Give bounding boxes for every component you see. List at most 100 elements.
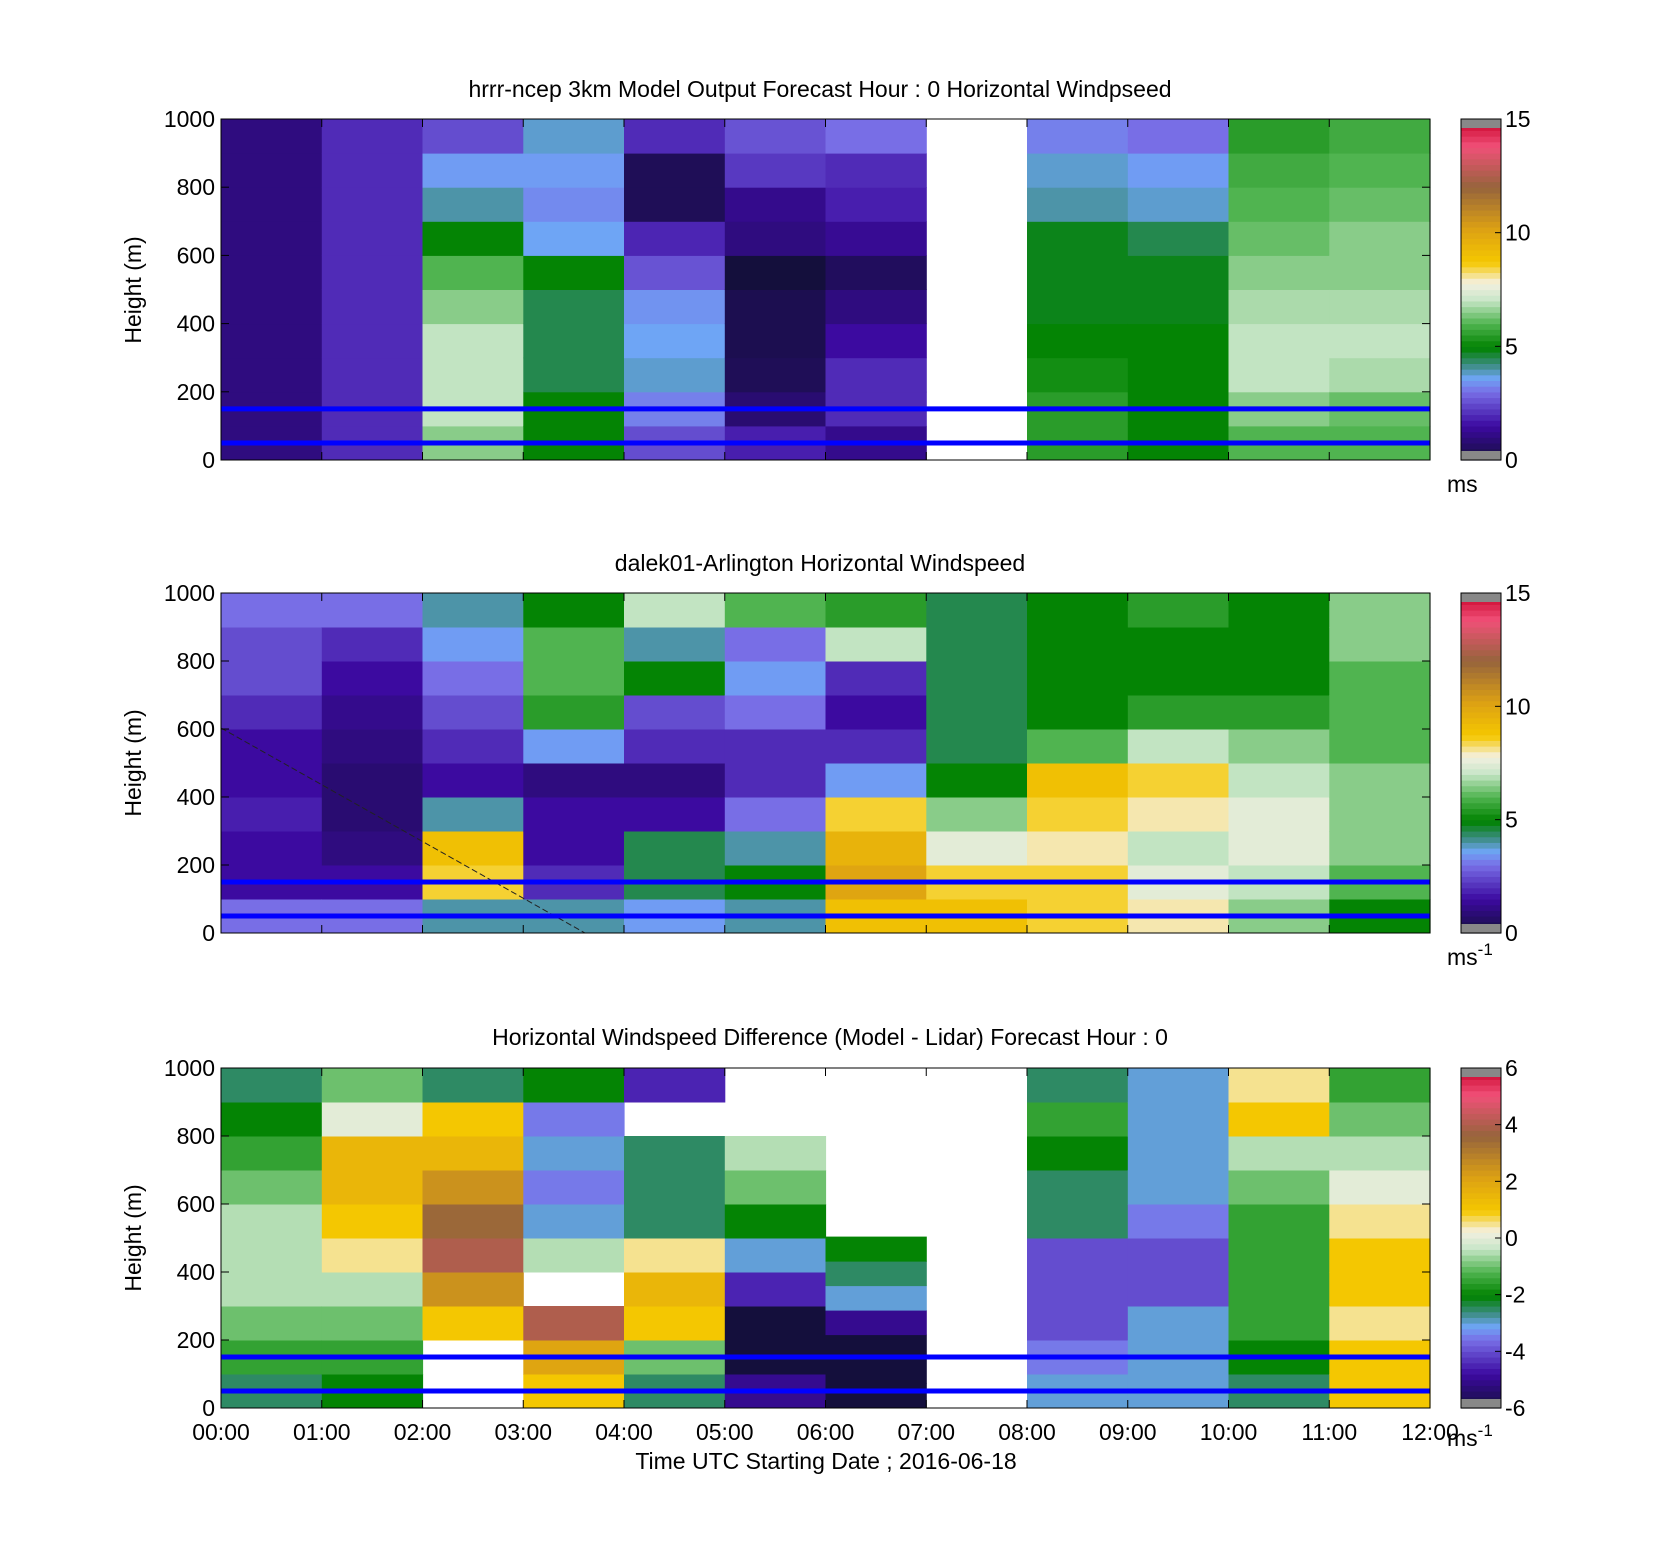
- heatmap-cell: [1228, 593, 1330, 628]
- colorbar-segment: [1461, 1102, 1501, 1109]
- heatmap-cell: [926, 831, 1028, 866]
- colorbar-segment: [1461, 414, 1501, 421]
- heatmap-cell: [1027, 357, 1129, 393]
- heatmap-cell: [523, 763, 625, 798]
- heatmap-cell: [422, 1170, 524, 1205]
- heatmap-cell: [221, 661, 323, 696]
- heatmap-cell: [422, 1068, 524, 1103]
- colorbar-segment: [1461, 249, 1501, 256]
- colorbar-segment: [1461, 403, 1501, 410]
- heatmap-cell: [321, 1102, 424, 1137]
- x-tick-label: 03:00: [494, 1419, 552, 1445]
- heatmap-cell: [1329, 153, 1431, 188]
- colorbar-segment: [1461, 369, 1501, 376]
- heatmap-cell: [1127, 1306, 1230, 1341]
- x-axis: [220, 119, 1431, 460]
- colorbar-segment: [1461, 791, 1501, 798]
- heatmap-cell: [1329, 729, 1431, 764]
- heatmap-cell: [1127, 323, 1230, 359]
- heatmap-cell: [724, 119, 827, 154]
- heatmap-cell: [624, 255, 726, 290]
- heatmap-cell: [321, 289, 424, 325]
- heatmap-cell: [221, 1170, 323, 1205]
- heatmap-cell: [221, 357, 323, 393]
- heatmap-cell: [624, 1136, 726, 1171]
- heatmap-cell: [724, 593, 827, 628]
- colorbar-segment: [1461, 437, 1501, 444]
- colorbar-segment: [1461, 610, 1501, 617]
- heatmap-cell: [1228, 661, 1330, 696]
- heatmap-cell: [624, 1068, 726, 1103]
- heatmap-cell: [1027, 1102, 1129, 1137]
- heatmap-cell: [321, 1272, 424, 1307]
- heatmap-cell: [221, 831, 323, 866]
- y-tick-label: 1000: [164, 106, 215, 132]
- heatmap-cell: [724, 1204, 827, 1239]
- colorbar-segment: [1461, 780, 1501, 787]
- heatmap-cell: [825, 1261, 927, 1287]
- heatmap-cell: [624, 797, 726, 832]
- heatmap-cell: [321, 1136, 424, 1171]
- heatmap-cell: [321, 763, 424, 798]
- colorbar-segment: [1461, 323, 1501, 330]
- heatmap-cell: [1027, 187, 1129, 222]
- colorbar-segment: [1461, 181, 1501, 188]
- heatmap-cell: [825, 221, 927, 256]
- colorbar-segment: [1461, 431, 1501, 438]
- heatmap-cell: [624, 1170, 726, 1205]
- y-tick-label: 200: [177, 1327, 215, 1353]
- colorbar-segment: [1461, 774, 1501, 781]
- colorbar-segment: [1461, 751, 1501, 758]
- heatmap-cell: [221, 1136, 323, 1171]
- y-axis: 0 200 400 600 800 1000: [164, 106, 1430, 473]
- heatmap-cell: [1027, 831, 1129, 866]
- x-axis: [220, 593, 1431, 933]
- y-tick-label: 0: [202, 447, 215, 473]
- heatmap-cell: [1127, 1272, 1230, 1307]
- colorbar-segment: [1461, 175, 1501, 183]
- colorbar-segment: [1461, 340, 1501, 347]
- colorbar-segment: [1461, 141, 1501, 149]
- heatmap-cell: [1127, 255, 1230, 290]
- heatmap-cell: [1329, 119, 1431, 154]
- heatmap-cell: [221, 1204, 323, 1239]
- heatmap-cell: [1329, 831, 1431, 866]
- heatmap-cell: [523, 1068, 625, 1103]
- heatmap-cell: [1329, 1204, 1431, 1239]
- colorbar-segment: [1461, 763, 1501, 770]
- dashed-diagonal: [220, 727, 586, 934]
- colorbar-segment: [1461, 666, 1501, 673]
- heatmap-cell: [1027, 593, 1129, 628]
- colorbar: -6 -4 -2 0 2 4 6 ms-1: [1447, 1055, 1526, 1451]
- colorbar-segment: [1461, 831, 1501, 838]
- heatmap-cell: [624, 1204, 726, 1239]
- colorbar-segment: [1461, 1079, 1501, 1086]
- colorbar-segment: [1461, 757, 1501, 764]
- colorbar-segment: [1461, 357, 1501, 364]
- heatmap-cell: [624, 323, 726, 359]
- heatmap-cell: [825, 1310, 927, 1336]
- heatmap-cell: [825, 187, 927, 222]
- colorbar-segment: [1461, 1249, 1501, 1256]
- colorbar-segment: [1461, 397, 1501, 404]
- colorbar-segment: [1461, 1368, 1501, 1375]
- heatmap-cell: [724, 763, 827, 798]
- heatmap-cells: [221, 119, 1431, 461]
- y-tick-label: 1000: [164, 1055, 215, 1081]
- heatmap-cell: [221, 1238, 323, 1273]
- heatmap-cell: [1027, 119, 1129, 154]
- colorbar-segment: [1461, 836, 1501, 843]
- x-tick-label: 05:00: [696, 1419, 754, 1445]
- colorbar-segment: [1461, 1153, 1501, 1160]
- colorbar-segment: [1461, 261, 1501, 268]
- y-tick-label: 200: [177, 852, 215, 878]
- panel-title: hrrr-ncep 3km Model Output Forecast Hour…: [468, 76, 1171, 102]
- heatmap-cell: [422, 221, 524, 256]
- colorbar-segment: [1461, 1130, 1501, 1137]
- heatmap-cell: [221, 289, 323, 325]
- colorbar-tick-label: 15: [1505, 580, 1531, 606]
- heatmap-cell: [1228, 357, 1330, 393]
- heatmap-cell: [1329, 763, 1431, 798]
- panel-title: Horizontal Windspeed Difference (Model -…: [492, 1024, 1168, 1050]
- heatmap-cell: [1027, 729, 1129, 764]
